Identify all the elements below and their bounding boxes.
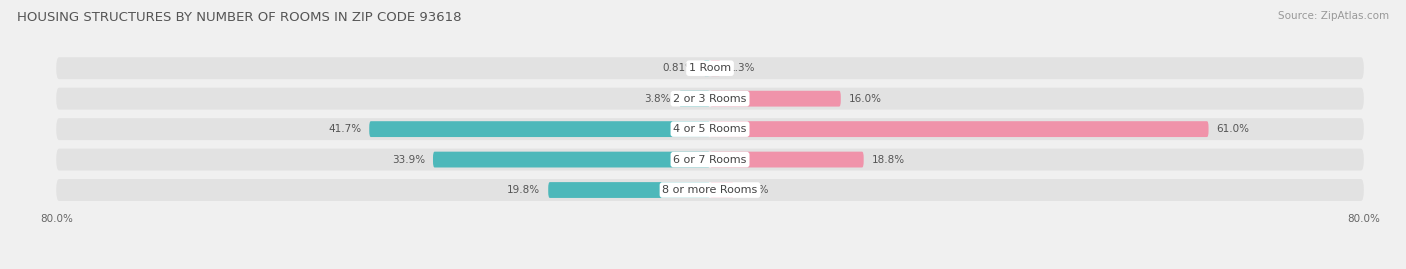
FancyBboxPatch shape	[710, 60, 721, 76]
FancyBboxPatch shape	[56, 88, 1364, 110]
FancyBboxPatch shape	[710, 182, 734, 198]
Text: 41.7%: 41.7%	[328, 124, 361, 134]
Text: 1 Room: 1 Room	[689, 63, 731, 73]
Text: 4 or 5 Rooms: 4 or 5 Rooms	[673, 124, 747, 134]
FancyBboxPatch shape	[56, 179, 1364, 201]
Text: HOUSING STRUCTURES BY NUMBER OF ROOMS IN ZIP CODE 93618: HOUSING STRUCTURES BY NUMBER OF ROOMS IN…	[17, 11, 461, 24]
FancyBboxPatch shape	[548, 182, 710, 198]
FancyBboxPatch shape	[679, 91, 710, 107]
Text: 8 or more Rooms: 8 or more Rooms	[662, 185, 758, 195]
FancyBboxPatch shape	[56, 57, 1364, 79]
FancyBboxPatch shape	[56, 148, 1364, 171]
Text: 19.8%: 19.8%	[508, 185, 540, 195]
FancyBboxPatch shape	[710, 121, 1209, 137]
Text: 2.9%: 2.9%	[742, 185, 769, 195]
FancyBboxPatch shape	[710, 91, 841, 107]
FancyBboxPatch shape	[703, 60, 710, 76]
FancyBboxPatch shape	[56, 118, 1364, 140]
Text: 2 or 3 Rooms: 2 or 3 Rooms	[673, 94, 747, 104]
FancyBboxPatch shape	[710, 152, 863, 168]
Text: 33.9%: 33.9%	[392, 155, 425, 165]
Text: 1.3%: 1.3%	[728, 63, 755, 73]
Text: Source: ZipAtlas.com: Source: ZipAtlas.com	[1278, 11, 1389, 21]
FancyBboxPatch shape	[433, 152, 710, 168]
Text: 16.0%: 16.0%	[849, 94, 882, 104]
Text: 6 or 7 Rooms: 6 or 7 Rooms	[673, 155, 747, 165]
Text: 0.81%: 0.81%	[662, 63, 695, 73]
Text: 61.0%: 61.0%	[1216, 124, 1250, 134]
FancyBboxPatch shape	[370, 121, 710, 137]
Text: 3.8%: 3.8%	[644, 94, 671, 104]
Text: 18.8%: 18.8%	[872, 155, 905, 165]
